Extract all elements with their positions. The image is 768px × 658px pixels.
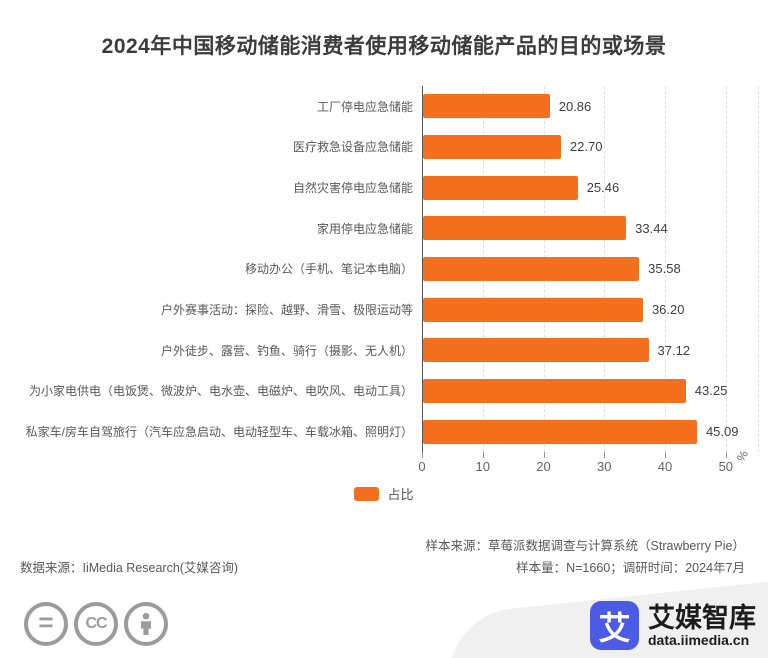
data-source-text: 数据来源：IiMedia Research(艾媒咨询) — [20, 561, 239, 575]
value-label: 45.09 — [705, 424, 739, 440]
value-label: 33.44 — [635, 220, 668, 236]
category-label: 医疗救急设备应急储能 — [292, 140, 413, 155]
x-axis-tick-label: 10 — [475, 459, 490, 474]
x-axis-tick-label: 20 — [536, 459, 551, 474]
value-label: 20.86 — [558, 98, 592, 114]
legend: 占比 — [0, 484, 768, 503]
legend-label: 占比 — [387, 487, 414, 502]
value-label: 25.46 — [586, 180, 620, 196]
footer-sample-notes: 样本来源：草莓派数据调查与计算系统（Strawberry Pie） 样本量：N=… — [426, 535, 745, 579]
bar — [423, 379, 686, 403]
y-axis-line — [422, 86, 423, 458]
sample-info-text: 样本量：N=1660；调研时间：2024年7月 — [516, 561, 745, 575]
category-label: 家用停电应急储能 — [316, 221, 413, 236]
x-axis-tick-label: 40 — [657, 459, 673, 474]
value-label: 37.12 — [657, 342, 691, 358]
cc-nd-equals-icon: = — [24, 602, 68, 646]
x-axis-tick — [543, 452, 545, 458]
x-axis-tick-label: 50 — [718, 459, 734, 474]
bar — [423, 135, 561, 159]
iimedia-logo: 艾 艾媒智库 data.iimedia.cn — [590, 601, 756, 650]
iimedia-logo-icon: 艾 — [590, 601, 639, 650]
bar — [423, 419, 697, 444]
value-label: 35.58 — [648, 261, 681, 277]
bar — [423, 338, 649, 363]
iimedia-logo-text: 艾媒智库 data.iimedia.cn — [648, 604, 756, 648]
bar — [423, 216, 627, 241]
category-label: 工厂停电应急储能 — [316, 99, 413, 114]
bar — [423, 257, 640, 281]
category-label: 私家车/房车自驾旅行（汽车应急启动、电动轻型车、车载冰箱、照明灯） — [25, 425, 413, 440]
sample-source-text: 样本来源：草莓派数据调查与计算系统（Strawberry Pie） — [425, 539, 745, 553]
category-label: 户外赛事活动：探险、越野、滑雪、极限运动等 — [160, 303, 413, 318]
license-icons: = CC — [24, 602, 168, 646]
category-label: 自然灾害停电应急储能 — [292, 181, 413, 196]
legend-swatch — [354, 486, 380, 501]
x-axis-tick — [482, 452, 484, 458]
value-label: 43.25 — [694, 383, 728, 399]
bar — [423, 94, 550, 119]
x-axis-tick-label: 0 — [418, 459, 426, 474]
cc-by-person-icon — [124, 602, 168, 646]
x-axis-tick — [725, 452, 727, 458]
gridline — [725, 86, 727, 452]
bar — [423, 297, 643, 322]
logo-domain: data.iimedia.cn — [648, 631, 750, 648]
cc-icon: CC — [74, 602, 118, 646]
x-axis-tick-label: 30 — [597, 459, 612, 474]
gridline — [665, 86, 667, 452]
category-label: 移动办公（手机、笔记本电脑） — [244, 262, 413, 277]
gridline — [758, 86, 759, 452]
value-label: 36.20 — [651, 302, 685, 318]
bar — [423, 175, 578, 200]
value-label: 22.70 — [569, 139, 603, 155]
x-axis-tick — [422, 452, 423, 458]
logo-name: 艾媒智库 — [648, 602, 756, 633]
x-axis-unit-label: % — [733, 447, 752, 465]
page-title: 2024年中国移动储能消费者使用移动储能产品的目的或场景 — [101, 35, 667, 58]
category-label: 为小家电供电（电饭煲、微波炉、电水壶、电磁炉、电吹风、电动工具） — [28, 384, 413, 399]
x-axis-tick — [604, 452, 606, 458]
x-axis-tick — [665, 452, 667, 458]
category-label: 户外徒步、露营、钓鱼、骑行（摄影、无人机） — [160, 343, 413, 358]
